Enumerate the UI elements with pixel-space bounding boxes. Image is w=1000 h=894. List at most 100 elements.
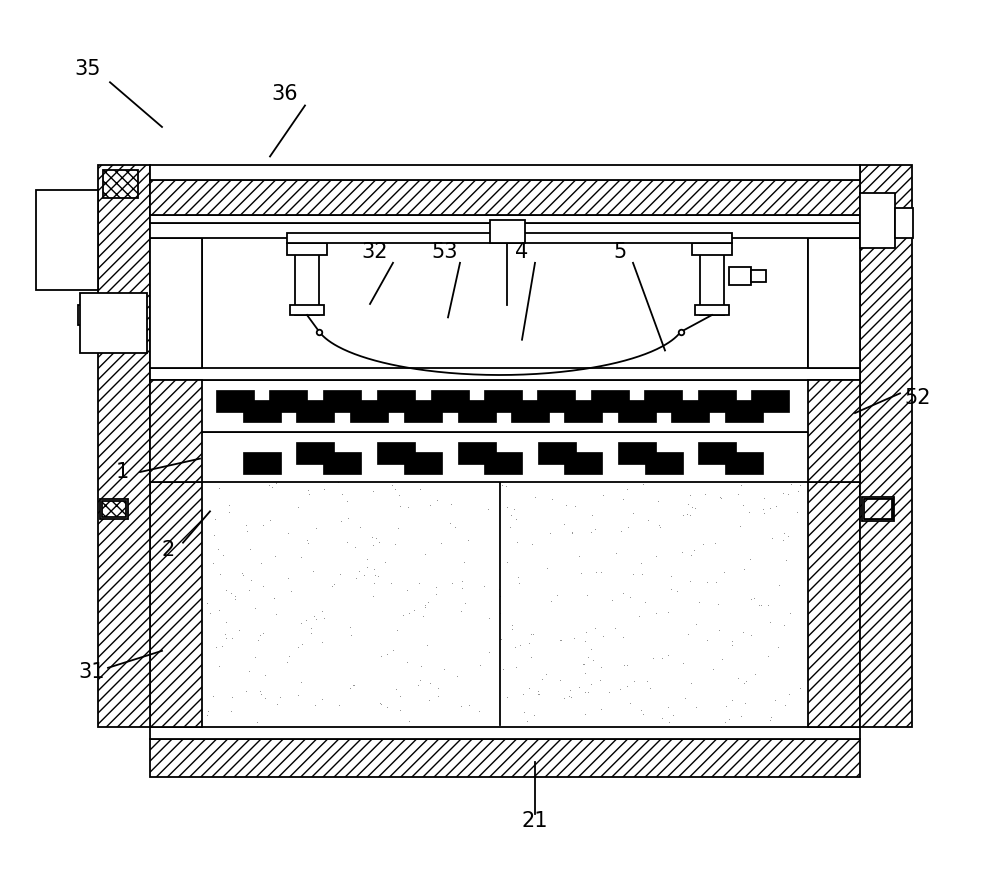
Point <box>351 564 367 578</box>
Point <box>764 531 780 545</box>
Point <box>571 680 587 695</box>
Point <box>776 618 792 632</box>
Point <box>211 603 227 618</box>
Point <box>506 502 522 517</box>
Point <box>682 573 698 587</box>
Point <box>640 513 656 527</box>
Point <box>580 685 596 699</box>
Text: 2: 2 <box>161 540 175 560</box>
Point <box>507 639 523 654</box>
Point <box>334 487 350 502</box>
Point <box>345 678 361 692</box>
Point <box>250 633 266 647</box>
Point <box>206 527 222 542</box>
Point <box>564 525 580 539</box>
Bar <box>150 739 860 777</box>
Point <box>616 658 632 672</box>
Point <box>314 692 330 706</box>
Point <box>303 620 319 635</box>
Text: 5: 5 <box>613 242 627 262</box>
Point <box>679 507 695 521</box>
Point <box>454 574 470 588</box>
Point <box>243 573 259 587</box>
Point <box>392 703 408 717</box>
Bar <box>150 167 202 727</box>
Point <box>391 488 407 502</box>
Bar <box>98 165 150 727</box>
Text: 21: 21 <box>522 811 548 831</box>
Point <box>401 713 417 728</box>
Point <box>601 686 617 700</box>
Point <box>792 478 808 493</box>
Point <box>553 633 569 647</box>
Bar <box>538 442 576 464</box>
Point <box>331 698 347 713</box>
Point <box>573 566 589 580</box>
Point <box>324 578 340 593</box>
Point <box>583 642 599 656</box>
Point <box>515 687 531 701</box>
Point <box>613 524 629 538</box>
Point <box>419 638 435 653</box>
Point <box>736 562 752 577</box>
Point <box>583 525 599 539</box>
Point <box>737 696 753 711</box>
Point <box>268 607 284 621</box>
Bar <box>150 432 860 482</box>
Point <box>417 600 433 614</box>
Point <box>612 682 628 696</box>
Point <box>654 651 670 665</box>
Point <box>231 623 247 637</box>
Point <box>300 484 316 498</box>
Point <box>342 681 358 696</box>
Point <box>218 583 234 597</box>
Text: 32: 32 <box>362 242 388 262</box>
Point <box>519 714 535 729</box>
Bar <box>808 167 860 727</box>
Point <box>400 500 416 514</box>
Point <box>401 606 417 620</box>
Point <box>367 568 383 582</box>
Point <box>677 691 693 705</box>
Point <box>340 510 356 525</box>
Point <box>406 603 422 617</box>
Point <box>499 554 515 569</box>
Point <box>762 713 778 728</box>
Point <box>365 484 381 498</box>
Point <box>635 707 651 721</box>
Point <box>460 533 476 547</box>
Point <box>303 626 319 640</box>
Point <box>249 715 265 730</box>
Point <box>293 550 309 564</box>
Text: 36: 36 <box>272 84 298 104</box>
Bar <box>698 390 736 412</box>
Point <box>735 625 751 639</box>
Point <box>332 567 348 581</box>
Point <box>579 587 595 602</box>
Point <box>420 595 436 609</box>
Point <box>708 575 724 589</box>
Point <box>444 576 460 590</box>
Text: 31: 31 <box>79 662 105 682</box>
Point <box>421 693 437 707</box>
Point <box>593 702 609 716</box>
Point <box>622 590 638 604</box>
Point <box>711 622 727 637</box>
Point <box>717 715 733 730</box>
Point <box>301 487 317 502</box>
Point <box>561 688 577 703</box>
Point <box>293 616 309 630</box>
Bar <box>150 165 860 180</box>
Text: 4: 4 <box>515 242 529 262</box>
Bar <box>564 400 602 422</box>
Point <box>567 499 583 513</box>
Point <box>268 476 284 490</box>
Bar <box>725 400 763 422</box>
Point <box>257 668 273 682</box>
Point <box>453 604 469 619</box>
Point <box>221 498 237 512</box>
Point <box>412 482 428 496</box>
Point <box>223 704 239 719</box>
Point <box>224 630 240 645</box>
Point <box>695 536 711 551</box>
